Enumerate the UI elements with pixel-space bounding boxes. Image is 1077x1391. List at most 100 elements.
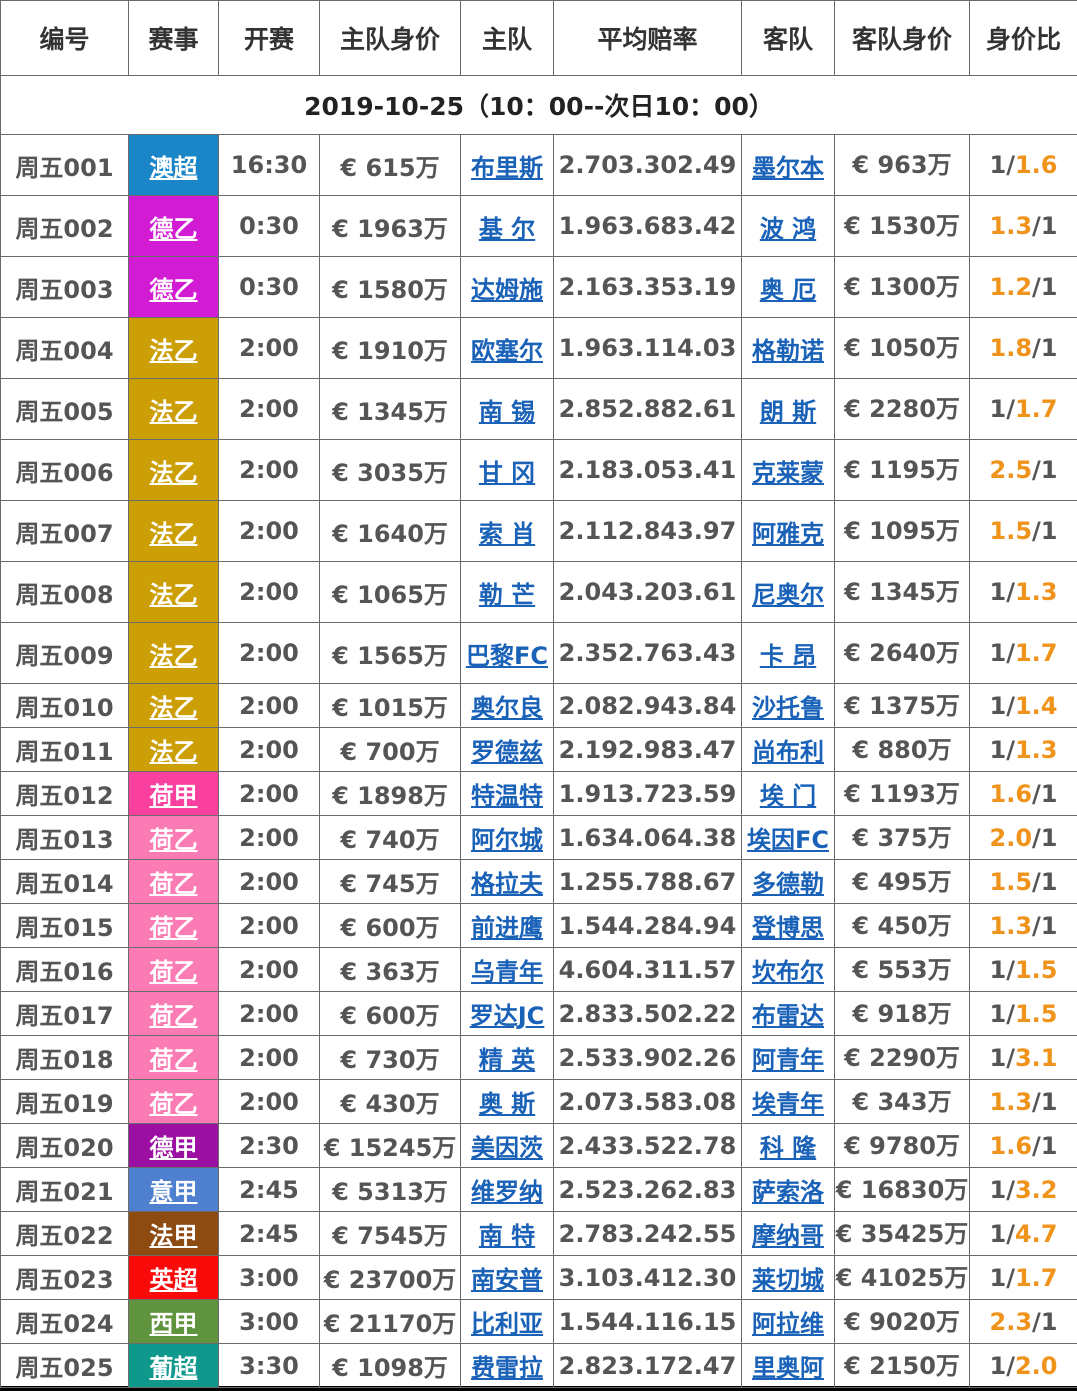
home-team[interactable]: 甘 冈 bbox=[460, 439, 554, 501]
away-team[interactable]: 坎布尔 bbox=[741, 947, 835, 992]
away-team-link[interactable]: 埃 门 bbox=[759, 782, 817, 810]
home-team-link[interactable]: 奥尔良 bbox=[471, 694, 543, 722]
league-badge-link[interactable]: 荷乙 bbox=[149, 914, 198, 942]
league-badge-link[interactable]: 西甲 bbox=[149, 1310, 198, 1338]
home-team-link[interactable]: 罗达JC bbox=[469, 1002, 545, 1030]
home-team-link[interactable]: 美因茨 bbox=[471, 1134, 543, 1162]
away-team[interactable]: 埃因FC bbox=[741, 815, 835, 860]
away-team[interactable]: 波 鸿 bbox=[741, 195, 835, 257]
away-team[interactable]: 阿拉维 bbox=[741, 1299, 835, 1344]
away-team[interactable]: 阿青年 bbox=[741, 1035, 835, 1080]
league-badge[interactable]: 荷乙 bbox=[128, 947, 219, 992]
home-team-link[interactable]: 索 肖 bbox=[478, 519, 536, 548]
league-badge-link[interactable]: 澳超 bbox=[149, 153, 198, 182]
home-team-link[interactable]: 南安普 bbox=[471, 1266, 543, 1294]
league-badge-link[interactable]: 法乙 bbox=[149, 458, 198, 487]
league-badge-link[interactable]: 法乙 bbox=[149, 519, 198, 548]
away-team-link[interactable]: 格勒诺 bbox=[752, 336, 824, 365]
away-team-link[interactable]: 埃青年 bbox=[752, 1090, 824, 1118]
league-badge-link[interactable]: 法乙 bbox=[149, 580, 198, 609]
away-team[interactable]: 布雷达 bbox=[741, 991, 835, 1036]
home-team-link[interactable]: 维罗纳 bbox=[471, 1178, 543, 1206]
away-team-link[interactable]: 沙托鲁 bbox=[752, 694, 824, 722]
home-team[interactable]: 比利亚 bbox=[460, 1299, 554, 1344]
home-team[interactable]: 乌青年 bbox=[460, 947, 554, 992]
league-badge[interactable]: 荷乙 bbox=[128, 1035, 219, 1080]
league-badge-link[interactable]: 法甲 bbox=[149, 1222, 198, 1250]
home-team[interactable]: 奥 斯 bbox=[460, 1079, 554, 1124]
home-team[interactable]: 勒 芒 bbox=[460, 561, 554, 623]
league-badge-link[interactable]: 意甲 bbox=[149, 1178, 198, 1206]
league-badge[interactable]: 荷乙 bbox=[128, 815, 219, 860]
home-team-link[interactable]: 巴黎FC bbox=[465, 641, 548, 670]
home-team-link[interactable]: 精 英 bbox=[478, 1046, 536, 1074]
away-team[interactable]: 科 隆 bbox=[741, 1123, 835, 1168]
away-team-link[interactable]: 波 鸿 bbox=[759, 214, 817, 243]
away-team-link[interactable]: 登博思 bbox=[752, 914, 824, 942]
league-badge-link[interactable]: 英超 bbox=[149, 1266, 198, 1294]
home-team[interactable]: 精 英 bbox=[460, 1035, 554, 1080]
away-team[interactable]: 里奥阿 bbox=[741, 1343, 835, 1388]
home-team[interactable]: 罗德兹 bbox=[460, 727, 554, 772]
away-team[interactable]: 埃 门 bbox=[741, 771, 835, 816]
home-team[interactable]: 南 锡 bbox=[460, 378, 554, 440]
away-team[interactable]: 克莱蒙 bbox=[741, 439, 835, 501]
league-badge-link[interactable]: 葡超 bbox=[149, 1354, 198, 1382]
away-team-link[interactable]: 墨尔本 bbox=[752, 153, 824, 182]
away-team-link[interactable]: 科 隆 bbox=[759, 1134, 817, 1162]
home-team[interactable]: 特温特 bbox=[460, 771, 554, 816]
league-badge-link[interactable]: 德乙 bbox=[149, 214, 198, 243]
away-team-link[interactable]: 阿青年 bbox=[752, 1046, 824, 1074]
league-badge-link[interactable]: 德甲 bbox=[149, 1134, 198, 1162]
home-team-link[interactable]: 罗德兹 bbox=[471, 738, 543, 766]
league-badge[interactable]: 法乙 bbox=[128, 683, 219, 728]
home-team[interactable]: 布里斯 bbox=[460, 134, 554, 196]
home-team-link[interactable]: 比利亚 bbox=[471, 1310, 543, 1338]
home-team-link[interactable]: 奥 斯 bbox=[478, 1090, 536, 1118]
league-badge[interactable]: 意甲 bbox=[128, 1167, 219, 1212]
league-badge[interactable]: 法乙 bbox=[128, 727, 219, 772]
home-team-link[interactable]: 甘 冈 bbox=[478, 458, 536, 487]
away-team-link[interactable]: 尚布利 bbox=[752, 738, 824, 766]
away-team-link[interactable]: 摩纳哥 bbox=[752, 1222, 824, 1250]
away-team-link[interactable]: 多德勒 bbox=[752, 870, 824, 898]
league-badge-link[interactable]: 法乙 bbox=[149, 694, 198, 722]
league-badge[interactable]: 荷甲 bbox=[128, 771, 219, 816]
home-team[interactable]: 基 尔 bbox=[460, 195, 554, 257]
home-team[interactable]: 索 肖 bbox=[460, 500, 554, 562]
away-team-link[interactable]: 布雷达 bbox=[752, 1002, 824, 1030]
away-team[interactable]: 格勒诺 bbox=[741, 317, 835, 379]
league-badge[interactable]: 法乙 bbox=[128, 317, 219, 379]
home-team[interactable]: 格拉夫 bbox=[460, 859, 554, 904]
league-badge-link[interactable]: 荷甲 bbox=[149, 782, 198, 810]
home-team[interactable]: 奥尔良 bbox=[460, 683, 554, 728]
league-badge-link[interactable]: 法乙 bbox=[149, 738, 198, 766]
league-badge[interactable]: 荷乙 bbox=[128, 903, 219, 948]
away-team[interactable]: 尚布利 bbox=[741, 727, 835, 772]
league-badge[interactable]: 澳超 bbox=[128, 134, 219, 196]
away-team-link[interactable]: 尼奥尔 bbox=[752, 580, 824, 609]
league-badge[interactable]: 法乙 bbox=[128, 439, 219, 501]
away-team-link[interactable]: 莱切城 bbox=[752, 1266, 824, 1294]
away-team-link[interactable]: 朗 斯 bbox=[759, 397, 817, 426]
away-team[interactable]: 沙托鲁 bbox=[741, 683, 835, 728]
league-badge[interactable]: 德乙 bbox=[128, 195, 219, 257]
home-team-link[interactable]: 乌青年 bbox=[471, 958, 543, 986]
league-badge-link[interactable]: 荷乙 bbox=[149, 826, 198, 854]
away-team-link[interactable]: 里奥阿 bbox=[752, 1354, 824, 1382]
league-badge-link[interactable]: 荷乙 bbox=[149, 1002, 198, 1030]
home-team[interactable]: 南安普 bbox=[460, 1255, 554, 1300]
home-team[interactable]: 达姆施 bbox=[460, 256, 554, 318]
away-team-link[interactable]: 克莱蒙 bbox=[752, 458, 824, 487]
home-team-link[interactable]: 基 尔 bbox=[478, 214, 536, 243]
home-team-link[interactable]: 欧塞尔 bbox=[471, 336, 543, 365]
league-badge-link[interactable]: 荷乙 bbox=[149, 958, 198, 986]
away-team-link[interactable]: 阿雅克 bbox=[752, 519, 824, 548]
league-badge[interactable]: 法乙 bbox=[128, 561, 219, 623]
league-badge-link[interactable]: 荷乙 bbox=[149, 1046, 198, 1074]
away-team-link[interactable]: 坎布尔 bbox=[752, 958, 824, 986]
away-team[interactable]: 登博思 bbox=[741, 903, 835, 948]
home-team[interactable]: 罗达JC bbox=[460, 991, 554, 1036]
away-team[interactable]: 朗 斯 bbox=[741, 378, 835, 440]
home-team-link[interactable]: 勒 芒 bbox=[478, 580, 536, 609]
